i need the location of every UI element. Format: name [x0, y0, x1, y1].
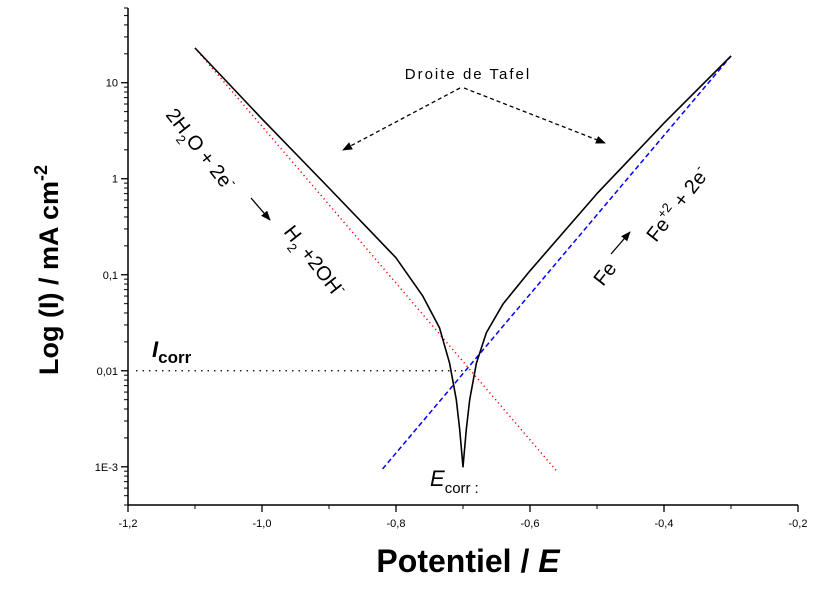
tafel-arrow-left [342, 87, 461, 151]
cathodic-products: H2 +2OH- [275, 219, 351, 305]
y-tick-label-2: 0,1 [103, 270, 118, 282]
anodic-arrow [610, 231, 631, 255]
x-tick-label-3: -0,6 [521, 518, 540, 530]
series-cathodic-tafel [194, 47, 558, 472]
x-tick-label-4: -0,4 [655, 518, 674, 530]
x-tick-label-2: -0,8 [387, 518, 406, 530]
y-tick-label-1: 0,01 [97, 366, 118, 378]
icorr-label: Icorr [152, 337, 192, 367]
y-tick-label-0: 1E-3 [95, 462, 118, 474]
series-layer [194, 47, 732, 472]
cathodic-reaction: 2H2O + 2e- [157, 102, 242, 198]
x-ticks: -1,2 -1,0 -0,8 -0,6 -0,4 -0,2 [119, 505, 808, 530]
x-tick-label-0: -1,2 [119, 518, 138, 530]
series-anodic-tafel [382, 55, 732, 470]
y-ticks: 1E-3 0,01 0,1 1 10 [95, 7, 128, 506]
tafel-arrow-right [463, 87, 606, 144]
y-tick-label-3: 1 [112, 174, 118, 186]
x-tick-label-1: -1,0 [253, 518, 272, 530]
anodic-reaction-products: Fe+2 + 2e- [639, 161, 713, 246]
x-tick-label-5: -0,2 [789, 518, 808, 530]
cathodic-arrow [250, 197, 271, 221]
y-tick-label-4: 10 [106, 78, 118, 90]
ecorr-label: Ecorr: [430, 466, 479, 497]
anodic-reaction-reactant: Fe [590, 258, 622, 290]
x-axis-label: Potentiel / E [376, 543, 561, 579]
series-polarization [194, 47, 732, 468]
y-axis-label: Log (I) / mA cm-2 [31, 165, 64, 375]
tafel-label: Droite de Tafel [405, 66, 531, 83]
